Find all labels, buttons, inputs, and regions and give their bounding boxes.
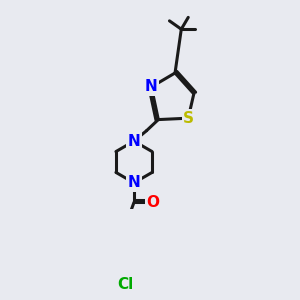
Text: N: N [128,175,140,190]
Text: S: S [183,111,194,126]
Text: O: O [146,195,159,210]
Text: N: N [145,80,158,94]
Text: N: N [128,134,140,148]
Text: Cl: Cl [118,277,134,292]
